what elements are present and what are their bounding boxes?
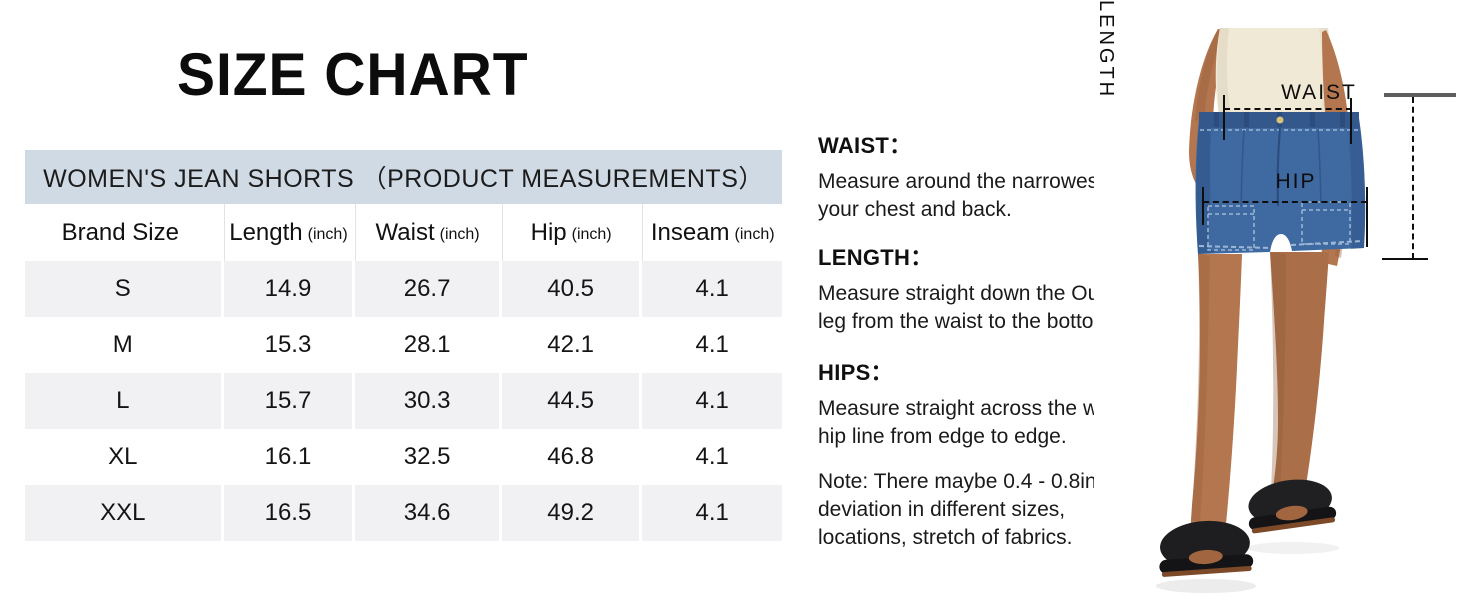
hip-cell: 40.5 [501, 261, 640, 317]
instruction-hips-body: Measure straight across the widest hip l… [818, 397, 1143, 448]
length-measure-tick-top [1384, 93, 1456, 97]
table-row-xxl: XXL 16.5 34.6 49.2 4.1 [25, 485, 782, 541]
instruction-hips: HIPS： Measure straight across the widest… [818, 355, 1170, 451]
size-table: WOMEN'S JEAN SHORTS （PRODUCT MEASUREMENT… [25, 150, 782, 541]
hip-cell: 49.2 [501, 485, 640, 541]
model-photo: WAIST HIP LENGTH [1094, 0, 1464, 600]
inseam-cell: 4.1 [642, 261, 782, 317]
waist-cell: 30.3 [355, 373, 499, 429]
waist-cell: 34.6 [355, 485, 499, 541]
column-header-hip: Hip (inch) [501, 204, 640, 261]
inseam-cell: 4.1 [695, 331, 729, 358]
hip-measure-tick-right [1366, 187, 1368, 247]
table-header-row: Brand Size Length (inch) Waist (inch) Hi… [25, 204, 782, 261]
length-measure-tick-bottom [1382, 258, 1428, 260]
length-cell: 16.5 [223, 485, 353, 541]
waist-cell: 32.5 [403, 443, 451, 470]
instruction-waist: WAIST： Measure around the narrowest part… [818, 128, 1170, 224]
table-row-m: M 15.3 28.1 42.1 4.1 [25, 317, 782, 373]
table-title-text: WOMEN'S JEAN SHORTS （PRODUCT MEASUREMENT… [43, 165, 764, 193]
size-cell: XL [108, 443, 138, 470]
instruction-length-heading: LENGTH： [818, 245, 933, 270]
table-title-band: WOMEN'S JEAN SHORTS （PRODUCT MEASUREMENT… [25, 150, 782, 204]
hip-cell: 42.1 [547, 331, 594, 358]
instruction-length: LENGTH： Measure straight down the Outsid… [818, 240, 1170, 336]
deviation-note: Note: There maybe 0.4 - 0.8inch deviatio… [818, 468, 1158, 552]
size-cell: L [25, 373, 221, 429]
table-row-s: S 14.9 26.7 40.5 4.1 [25, 261, 782, 317]
column-header-length: Length (inch) [223, 204, 353, 261]
instruction-length-body: Measure straight down the Outside leg fr… [818, 282, 1144, 333]
size-cell: S [25, 261, 221, 317]
length-measure-label: LENGTH [1095, 0, 1117, 100]
hip-cell: 46.8 [547, 443, 594, 470]
waist-measure-tick-left [1223, 95, 1225, 140]
size-cell: M [112, 331, 133, 358]
waist-measure-label: WAIST [1281, 81, 1357, 104]
length-cell: 15.3 [264, 331, 312, 358]
waist-cell: 26.7 [355, 261, 499, 317]
hip-measure-label: HIP [1275, 170, 1317, 193]
column-header-brand-size: Brand Size [61, 218, 179, 246]
length-cell: 15.7 [223, 373, 353, 429]
column-header-inseam: Inseam (inch) [642, 204, 782, 261]
size-cell: XXL [25, 485, 221, 541]
hip-measure-line [1203, 201, 1367, 203]
waist-measure-line [1224, 108, 1352, 110]
instruction-hips-heading: HIPS： [818, 360, 893, 385]
instruction-waist-heading: WAIST： [818, 133, 912, 158]
column-header-waist: Waist (inch) [355, 204, 499, 261]
hip-measure-tick-left [1202, 187, 1204, 225]
inseam-cell: 4.1 [642, 373, 782, 429]
page-title: SIZE CHART [177, 41, 529, 108]
model-figure-illustration [1156, 28, 1366, 593]
length-measure-line [1412, 97, 1414, 259]
hip-cell: 44.5 [501, 373, 640, 429]
length-cell: 14.9 [223, 261, 353, 317]
length-cell: 16.1 [264, 443, 312, 470]
inseam-cell: 4.1 [695, 443, 729, 470]
waist-cell: 28.1 [403, 331, 451, 358]
waist-measure-tick-right [1350, 98, 1352, 144]
table-row-l: L 15.7 30.3 44.5 4.1 [25, 373, 782, 429]
table-row-xl: XL 16.1 32.5 46.8 4.1 [25, 429, 782, 485]
inseam-cell: 4.1 [642, 485, 782, 541]
deviation-note-text: Note: There maybe 0.4 - 0.8inch deviatio… [818, 470, 1119, 549]
instruction-waist-body: Measure around the narrowest part of you… [818, 170, 1170, 221]
